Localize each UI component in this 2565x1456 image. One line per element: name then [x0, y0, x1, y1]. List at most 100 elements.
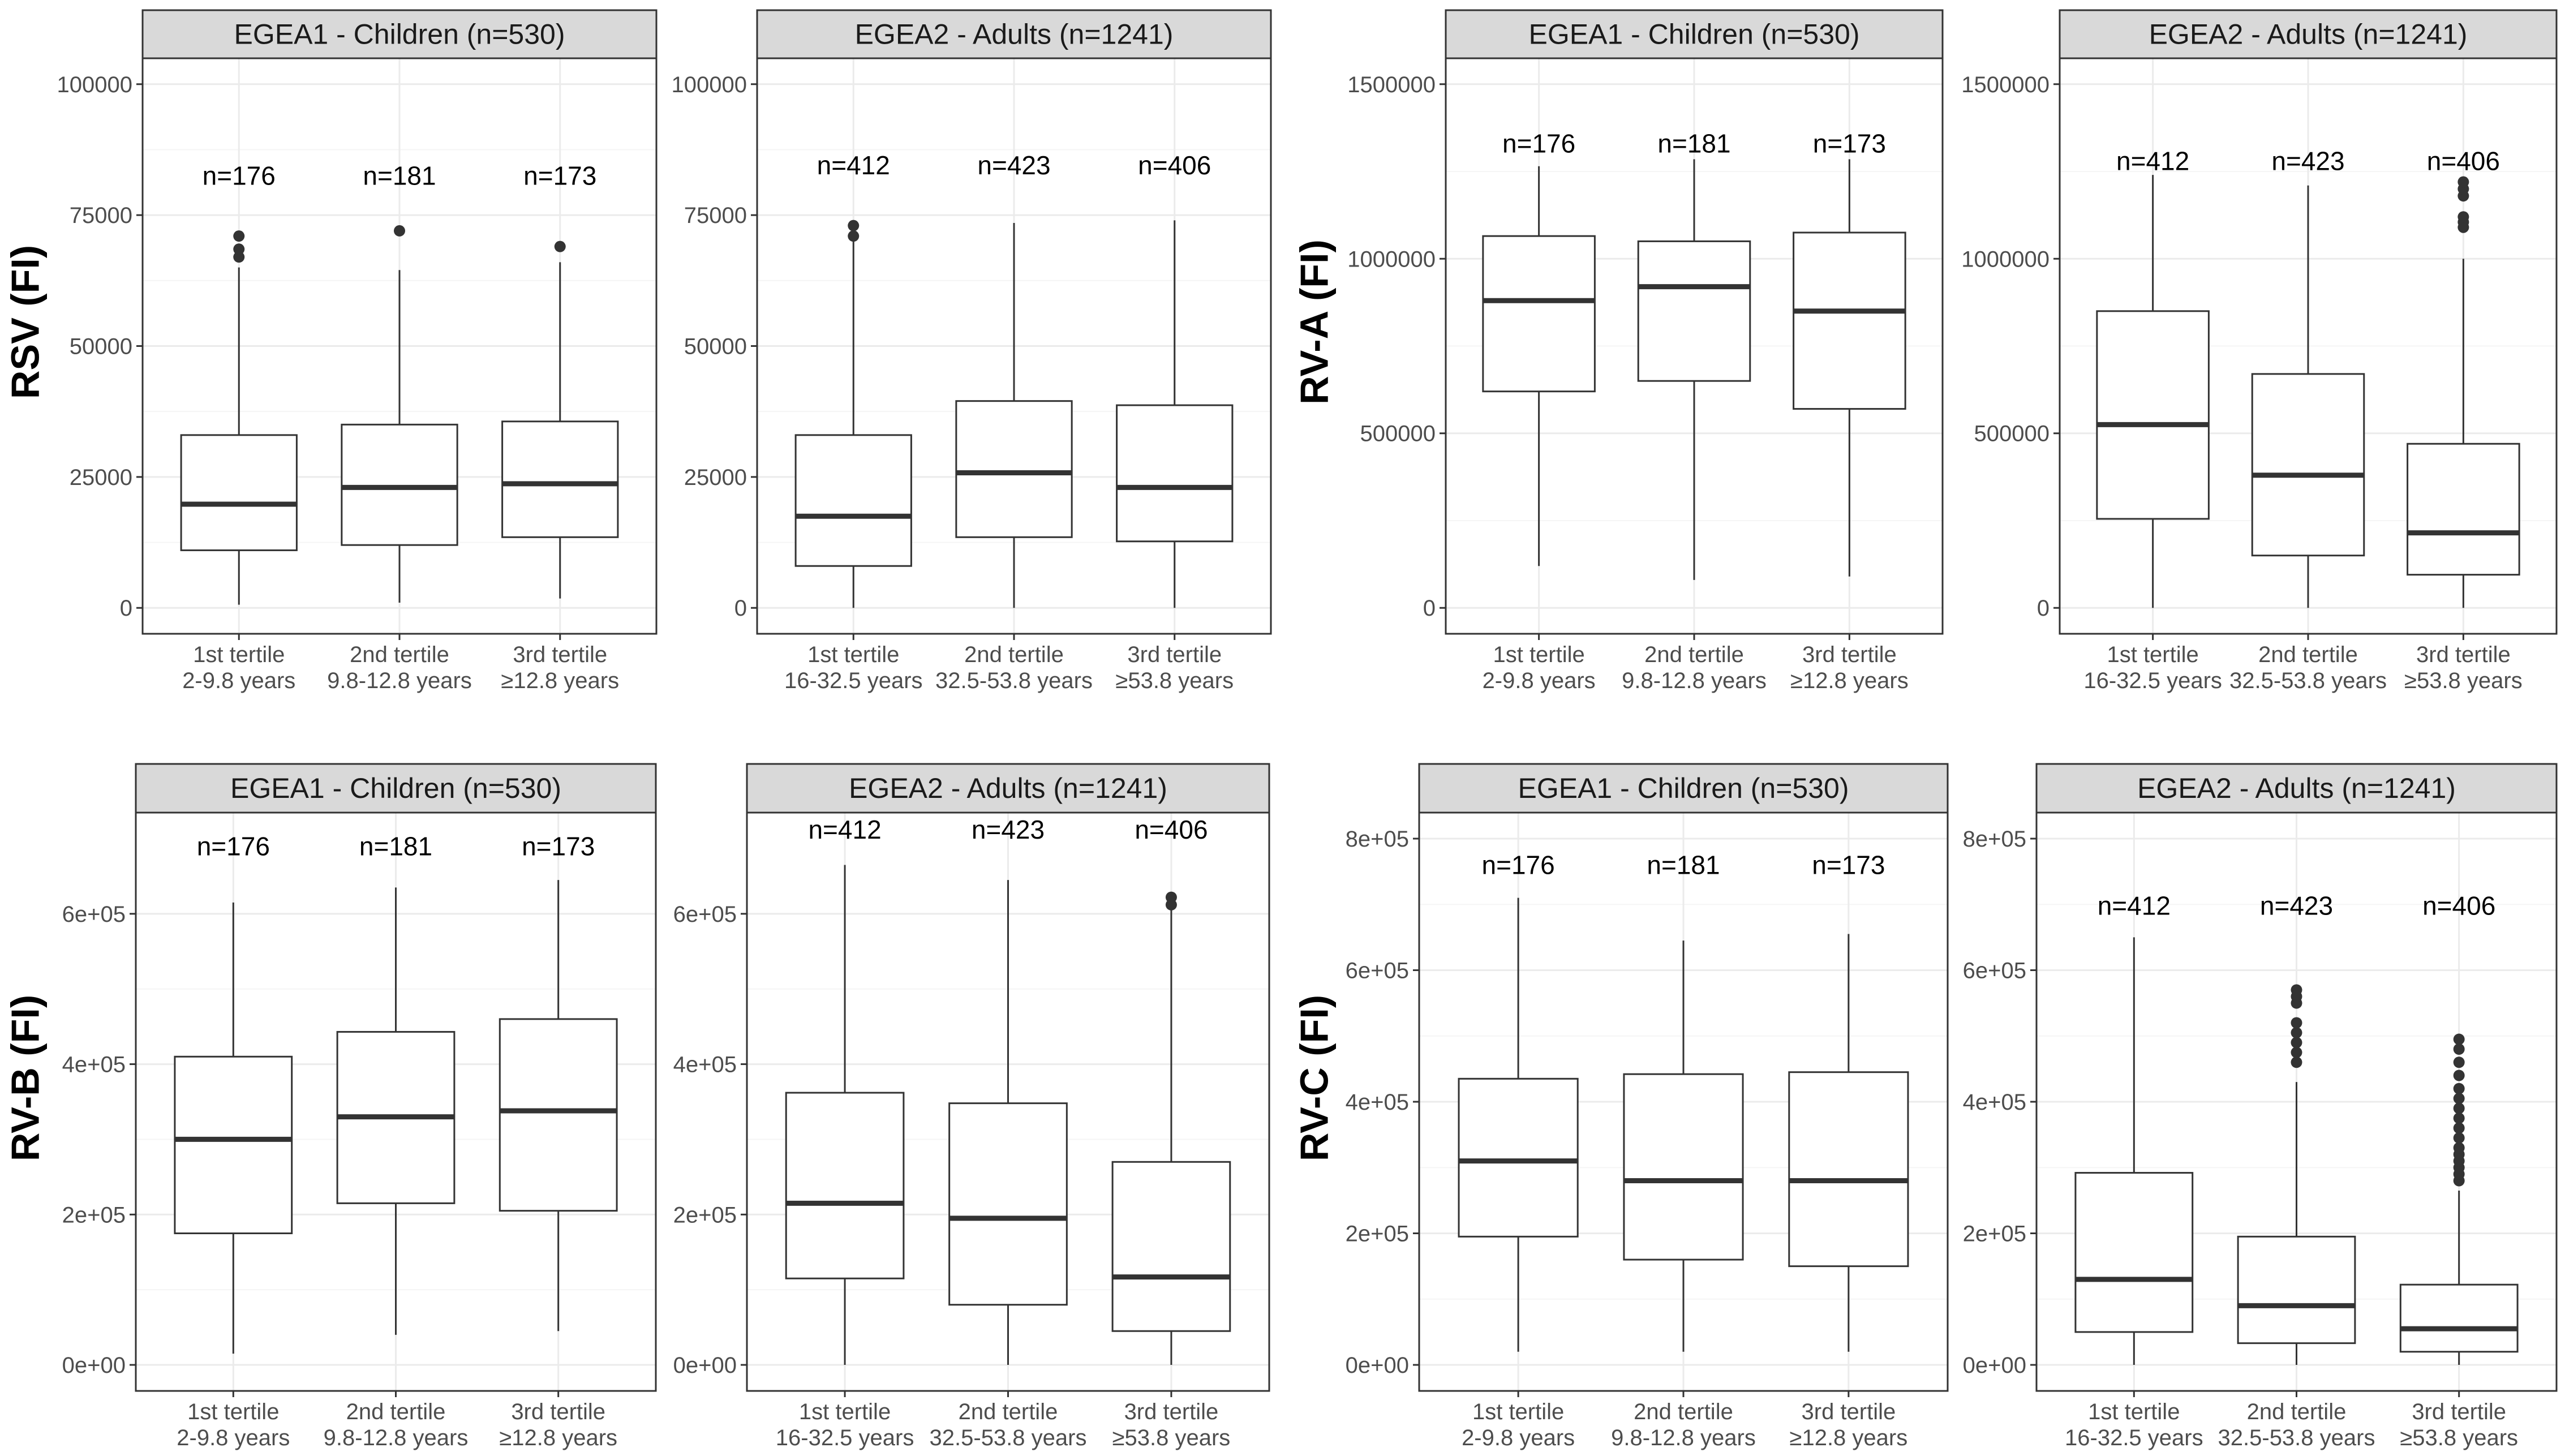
iqr-box	[1637, 240, 1751, 382]
x-tick-label: 16-32.5 years	[2083, 668, 2222, 693]
panel-strip	[1418, 763, 1949, 814]
outlier-point	[554, 240, 566, 252]
box-1: n=412	[2074, 891, 2194, 1365]
box-1: n=176	[1482, 129, 1596, 566]
y-tick-label: 500000	[1974, 422, 2050, 446]
y-tick-label: 50000	[70, 334, 132, 359]
x-tick-label: ≥12.8 years	[499, 1425, 617, 1450]
n-label: n=412	[2098, 891, 2171, 921]
n-label: n=412	[817, 151, 890, 180]
y-axis-title: RV-B (FI)	[3, 995, 47, 1161]
x-tick-label: 9.8-12.8 years	[324, 1425, 469, 1450]
y-tick-label: 1500000	[1961, 72, 2050, 97]
x-tick-label: 2-9.8 years	[1483, 668, 1596, 693]
x-tick-label: 2nd tertile	[2258, 642, 2358, 667]
x-tick-label: 9.8-12.8 years	[327, 668, 472, 693]
outlier-point	[2291, 984, 2302, 996]
box-2: n=423	[2251, 147, 2365, 608]
box-1: n=176	[180, 161, 298, 605]
n-label: n=181	[1657, 129, 1730, 158]
x-tick-label: 3rd tertile	[1802, 1399, 1896, 1424]
n-label: n=412	[808, 815, 881, 844]
iqr-box	[794, 434, 912, 567]
n-label: n=406	[1135, 815, 1208, 844]
x-tick-label: 2nd tertile	[1634, 1399, 1733, 1424]
panel-title: EGEA2 - Adults (n=1241)	[855, 19, 1174, 50]
n-label: n=176	[1502, 129, 1575, 158]
x-tick-label: 9.8-12.8 years	[1622, 668, 1767, 693]
x-tick-label: 1st tertile	[1493, 642, 1584, 667]
x-tick-label: 16-32.5 years	[2065, 1425, 2203, 1450]
panel-strip	[141, 9, 658, 59]
n-label: n=181	[359, 831, 432, 861]
outlier-point	[848, 230, 860, 242]
n-label: n=173	[522, 831, 595, 861]
panel-title: EGEA1 - Children (n=530)	[234, 19, 565, 50]
iqr-box	[1482, 235, 1596, 393]
y-tick-label: 100000	[57, 72, 132, 97]
outlier-point	[2453, 1102, 2465, 1114]
outlier-point	[2453, 1142, 2465, 1154]
y-tick-label: 25000	[684, 465, 747, 490]
outlier-point	[233, 230, 245, 242]
box-3: n=406	[1111, 815, 1231, 1365]
y-axis-title: RV-C (FI)	[1292, 995, 1336, 1161]
box-3: n=173	[501, 161, 619, 599]
outlier-point	[2457, 176, 2469, 188]
x-tick-label: 2nd tertile	[964, 642, 1064, 667]
n-label: n=423	[972, 815, 1045, 844]
x-tick-label: ≥53.8 years	[1115, 668, 1234, 693]
y-tick-label: 75000	[684, 203, 747, 228]
box-2: n=181	[1637, 129, 1751, 580]
outlier-point	[848, 220, 860, 231]
iqr-box	[1788, 1071, 1909, 1268]
x-tick-label: 1st tertile	[807, 642, 899, 667]
panel-8: EGEA2 - Adults (n=1241) n=412 1st tertile1…	[1963, 763, 2558, 1450]
box-3: n=173	[1788, 850, 1909, 1352]
outlier-point	[2291, 1056, 2302, 1068]
panel-border	[1418, 811, 1949, 1392]
x-tick-label: 3rd tertile	[2412, 1399, 2506, 1424]
x-tick-label: 1st tertile	[799, 1399, 891, 1424]
panel-border	[135, 811, 657, 1392]
y-tick-label: 1000000	[1961, 247, 2050, 272]
panel-strip	[2059, 9, 2558, 59]
iqr-box	[180, 434, 298, 551]
iqr-box	[341, 423, 458, 546]
y-axis-title: RSV (FI)	[3, 245, 47, 399]
y-tick-label: 4e+05	[62, 1053, 126, 1077]
panel-border	[756, 57, 1272, 635]
iqr-box	[955, 400, 1073, 538]
x-tick-label: 2-9.8 years	[182, 668, 295, 693]
x-tick-label: 3rd tertile	[1802, 642, 1897, 667]
y-tick-label: 0e+00	[1963, 1353, 2026, 1378]
y-tick-label: 500000	[1360, 422, 1436, 446]
panel-strip	[135, 763, 657, 814]
y-tick-label: 25000	[70, 465, 132, 490]
y-tick-label: 2e+05	[1963, 1222, 2026, 1247]
iqr-box	[2399, 1283, 2519, 1353]
panel-border	[2059, 57, 2558, 635]
iqr-box	[1458, 1077, 1579, 1238]
n-label: n=406	[2422, 891, 2495, 921]
panel-border	[2035, 811, 2558, 1392]
y-tick-label: 1000000	[1347, 247, 1436, 272]
outlier-point	[2453, 1070, 2465, 1081]
box-2: n=423	[955, 151, 1073, 608]
iqr-box	[501, 420, 619, 538]
x-tick-label: 32.5-53.8 years	[2229, 668, 2387, 693]
y-axis-title: RV-A (FI)	[1292, 239, 1336, 405]
iqr-box	[2074, 1172, 2194, 1333]
n-label: n=173	[1813, 129, 1886, 158]
x-tick-label: ≥12.8 years	[501, 668, 619, 693]
panel-title: EGEA1 - Children (n=530)	[1528, 19, 1859, 50]
outlier-point	[2453, 1132, 2465, 1144]
x-tick-label: ≥12.8 years	[1790, 668, 1909, 693]
y-tick-label: 8e+05	[1963, 827, 2026, 852]
panel-1: EGEA1 - Children (n=530) n=176 1st tertile…	[3, 9, 658, 693]
iqr-box	[2251, 373, 2365, 557]
panel-6: EGEA2 - Adults (n=1241) n=412 1st tertile1…	[673, 763, 1270, 1450]
box-3: n=173	[1793, 129, 1906, 577]
